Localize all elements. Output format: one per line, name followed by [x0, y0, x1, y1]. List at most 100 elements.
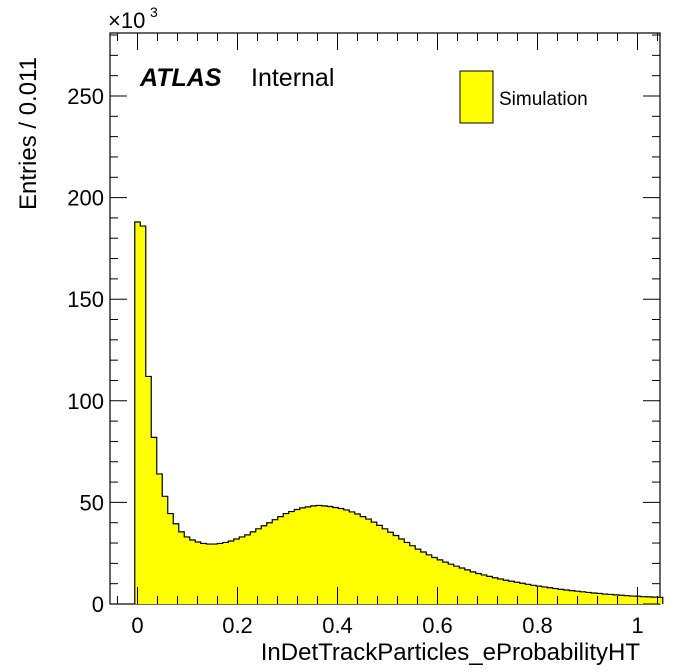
x-tick-label: 1: [631, 613, 643, 638]
histogram-bin: [569, 590, 576, 604]
histogram-bin: [415, 549, 422, 604]
histogram-bin: [338, 508, 345, 604]
histogram-bin: [547, 587, 554, 604]
histogram-bin: [239, 536, 246, 604]
histogram-bin: [222, 542, 229, 604]
histogram-bin: [580, 591, 587, 604]
histogram-bin: [651, 597, 658, 604]
histogram-bin: [464, 569, 471, 604]
histogram-bin: [376, 525, 383, 604]
histogram-bin: [272, 519, 279, 604]
histogram-bin: [145, 376, 152, 604]
legend-swatch-simulation: [459, 70, 494, 124]
histogram-bin: [250, 531, 257, 604]
histogram-bin: [602, 594, 609, 604]
histogram-bin: [607, 594, 614, 604]
histogram-bin: [591, 593, 598, 604]
histogram-bin: [613, 594, 620, 604]
histogram-bin: [343, 509, 350, 604]
histogram-bin: [558, 589, 565, 604]
histogram-bin: [255, 528, 262, 604]
histogram-bin: [233, 538, 240, 604]
histogram-bin: [629, 596, 636, 604]
histogram-bin: [217, 543, 224, 604]
histogram-bin: [206, 544, 213, 604]
histogram-bin: [244, 534, 251, 604]
atlas-label: ATLAS: [139, 64, 222, 92]
x-tick-label: 0.8: [522, 613, 553, 638]
histogram-bin: [393, 535, 400, 604]
histogram-bin: [305, 506, 312, 604]
histogram-bin: [162, 496, 169, 604]
histogram-bars: [134, 221, 664, 605]
histogram-bin: [200, 543, 207, 604]
y-scale-exponent: 3: [150, 4, 158, 20]
histogram-bin: [371, 522, 378, 604]
histogram-bin: [585, 592, 592, 604]
histogram-bin: [431, 557, 438, 604]
histogram-bin: [151, 437, 158, 604]
histogram-bin: [470, 571, 477, 604]
histogram-bin: [321, 505, 328, 604]
x-tick-label: 0.2: [222, 613, 253, 638]
x-axis-title: InDetTrackParticles_eProbabilityHT: [261, 639, 641, 666]
histogram-bin: [442, 562, 449, 604]
histogram-bin: [288, 511, 295, 604]
histogram-bin: [514, 582, 521, 604]
histogram-bin: [211, 544, 218, 604]
histogram-bin: [635, 596, 642, 604]
histogram-bin: [646, 596, 653, 604]
internal-label: Internal: [251, 64, 334, 92]
histogram-bin: [404, 542, 411, 604]
legend: Simulation: [459, 70, 588, 124]
x-tick-label: 0.6: [422, 613, 453, 638]
histogram-bin: [299, 507, 306, 604]
histogram-bin: [459, 568, 466, 604]
x-tick-labels: 0 0.2 0.4 0.6 0.8 1: [131, 613, 643, 638]
histogram-bin: [294, 509, 301, 604]
histogram-bin: [492, 577, 499, 604]
histogram-bin: [596, 593, 603, 604]
histogram-bin: [266, 522, 273, 604]
y-tick-label: 50: [80, 490, 104, 515]
y-tick-label: 150: [67, 287, 104, 312]
y-tick-label: 100: [67, 389, 104, 414]
y-scale-factor: ×10: [108, 8, 145, 33]
histogram-bin: [134, 221, 141, 605]
histogram-bin: [316, 505, 323, 604]
histogram-bin: [409, 545, 416, 604]
y-tick-labels: 0 50 100 150 200 250: [67, 84, 104, 617]
histogram-bin: [453, 566, 460, 604]
histogram-bin: [624, 595, 631, 604]
histogram-bin: [497, 579, 504, 604]
histogram-bin: [503, 580, 510, 604]
histogram-bin: [426, 554, 433, 604]
histogram-bin: [140, 226, 147, 604]
histogram-bin: [332, 507, 339, 604]
histogram-bin: [486, 576, 493, 604]
histogram-bin: [228, 541, 235, 604]
histogram-bin: [349, 511, 356, 604]
histogram-bin: [387, 532, 394, 604]
x-tick-label: 0.4: [322, 613, 353, 638]
histogram-bin: [519, 583, 526, 604]
histogram-bin: [327, 506, 334, 604]
histogram-bin: [310, 505, 317, 604]
histogram-bin: [277, 516, 284, 604]
histogram-bin: [563, 589, 570, 604]
histogram-bin: [475, 573, 482, 604]
histogram-bin: [189, 539, 196, 604]
histogram-bin: [261, 525, 268, 604]
histogram-bin: [437, 559, 444, 604]
y-tick-label: 0: [92, 592, 104, 617]
plot-frame: [109, 32, 661, 605]
histogram-bin: [173, 523, 180, 604]
histogram-bin: [420, 551, 427, 604]
histogram-bin: [536, 586, 543, 604]
histogram-bin: [178, 531, 185, 604]
histogram-bin: [481, 574, 488, 604]
histogram-bin: [541, 586, 548, 604]
histogram-outline: [134, 221, 664, 604]
histogram-bin: [618, 595, 625, 604]
